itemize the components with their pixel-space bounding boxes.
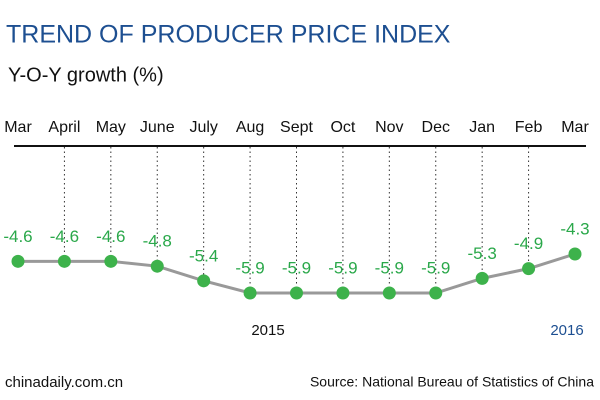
data-label: -4.6 [96,227,125,246]
data-point [197,274,211,288]
year-label: 2016 [550,322,583,339]
year-label: 2015 [251,322,284,339]
data-label: -5.9 [375,258,404,277]
x-tick-label: Aug [236,119,264,136]
data-point [290,286,303,300]
chart-subtitle: Y-O-Y growth (%) [8,64,164,86]
data-label: -4.6 [3,227,32,246]
data-label: -5.4 [189,246,218,265]
x-tick-label: Feb [515,119,543,136]
data-point [568,247,582,261]
x-tick-label: April [48,119,80,136]
data-point [150,259,164,273]
credit: chinadaily.com.cn [5,374,123,391]
data-point [475,271,489,285]
x-tick-label: Sept [280,119,313,136]
data-point [522,262,536,276]
data-label: -4.8 [143,232,172,251]
x-tick-label: Mar [561,119,589,136]
data-point [104,254,118,268]
x-tick-label: May [96,119,126,136]
data-point [11,254,25,268]
chart-title: TREND OF PRODUCER PRICE INDEX [6,21,451,49]
x-tick-label: Mar [4,119,32,136]
data-point [336,286,350,300]
x-tick-label: Oct [330,119,355,136]
data-label: -4.3 [560,219,589,238]
x-tick-label: Nov [375,119,403,136]
data-label: -5.9 [328,258,357,277]
data-label: -5.9 [282,258,311,277]
data-label: -5.3 [468,244,497,263]
data-label: -5.9 [235,258,264,277]
x-tick-label: July [189,119,217,136]
x-tick-label: Jan [469,119,495,136]
data-point [57,254,71,268]
source: Source: National Bureau of Statistics of… [310,374,594,390]
data-label: -4.6 [50,227,79,246]
x-tick-label: June [140,119,175,136]
x-tick-label: Dec [422,119,450,136]
data-point [382,286,396,300]
data-label: -4.9 [514,234,543,253]
data-label: -5.9 [421,258,450,277]
data-point [429,286,443,300]
data-point [243,286,257,300]
